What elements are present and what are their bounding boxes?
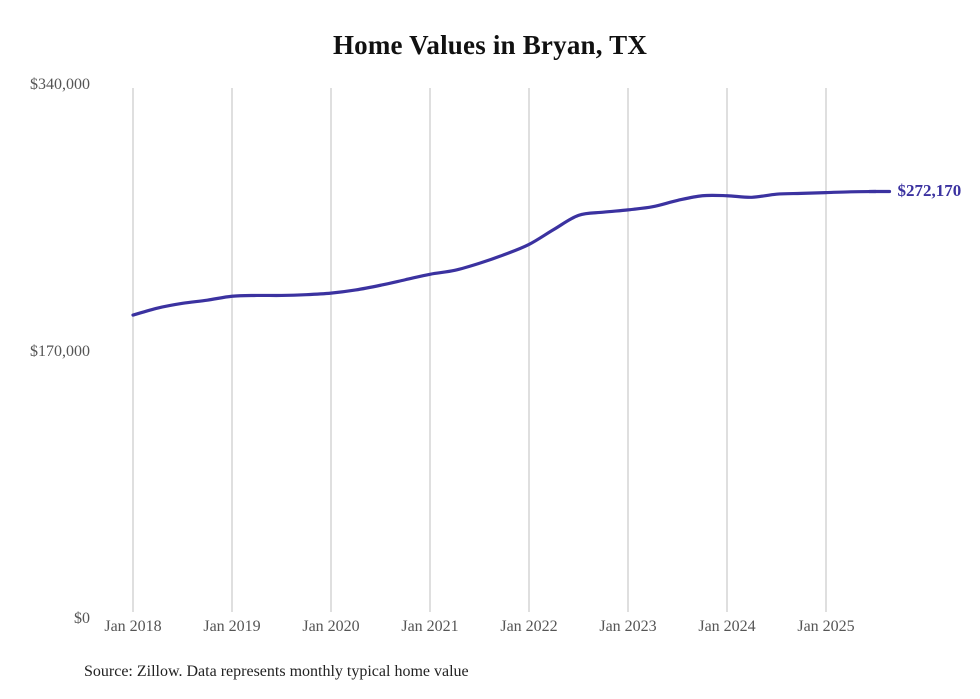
x-axis-tick-label-jan-2020: Jan 2020 — [302, 618, 360, 635]
x-axis-tick-label-jan-2019: Jan 2019 — [203, 618, 261, 635]
page-title: Home Values in Bryan, TX — [332, 30, 648, 60]
x-axis-tick-label-jan-2022: Jan 2022 — [500, 618, 558, 635]
data-series-line — [131, 189, 878, 317]
x-axis-tick-label-jan-2024: Jan 2024 — [698, 618, 756, 635]
y-axis-tick-label-mid: $170,000 — [30, 343, 90, 360]
y-axis-tick-label-top: $340,000 — [30, 76, 90, 93]
source-note: Source: Zillow. Data represents monthly … — [84, 663, 469, 680]
x-axis-tick-label-jan-2018: Jan 2018 — [104, 618, 162, 635]
x-gridlines — [132, 88, 827, 612]
x-axis-tick-label-jan-2023: Jan 2023 — [599, 618, 657, 635]
x-axis-tick-label-jan-2025: Jan 2025 — [797, 618, 855, 635]
y-axis-tick-label-bottom: $0 — [74, 610, 90, 627]
x-axis-tick-label-jan-2021: Jan 2021 — [401, 618, 459, 635]
end-value-label: $272,170 — [897, 180, 962, 200]
